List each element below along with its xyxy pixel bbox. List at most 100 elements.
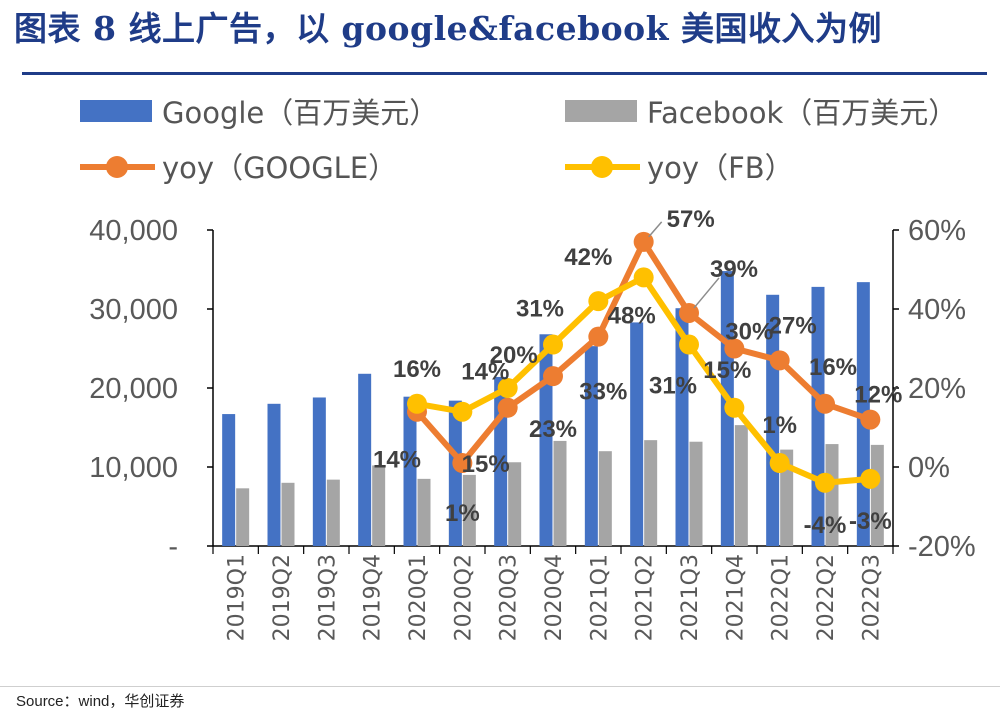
fb-yoy-point bbox=[497, 378, 518, 398]
x-tick-label: 2020Q3 bbox=[497, 554, 522, 641]
google-bar bbox=[675, 308, 689, 546]
google-bar bbox=[222, 414, 236, 546]
legend-swatch-1 bbox=[565, 100, 637, 122]
google-yoy-point bbox=[860, 409, 881, 430]
data-labels: 14%1%15%23%33%57%39%30%27%16%12%16% 14%20… bbox=[373, 206, 902, 539]
facebook-bar bbox=[553, 440, 567, 546]
x-tick-label: 2020Q4 bbox=[542, 554, 567, 641]
x-tick-label: 2022Q1 bbox=[769, 554, 794, 641]
left-tick-label: 10,000 bbox=[89, 452, 178, 484]
x-tick-label: 2019Q4 bbox=[361, 554, 386, 641]
google-yoy-label: 57% bbox=[667, 206, 715, 233]
legend-label-3: yoy（FB） bbox=[647, 151, 794, 185]
google-yoy-point bbox=[815, 393, 835, 414]
right-tick-label: -20% bbox=[908, 531, 976, 563]
facebook-bar bbox=[417, 478, 431, 546]
fb-yoy-point bbox=[679, 334, 699, 355]
fb-yoy-label: 1% bbox=[762, 412, 797, 439]
source-note: Source：wind，华创证券 bbox=[16, 693, 185, 710]
google-yoy-label: 1% bbox=[445, 500, 480, 527]
facebook-bar bbox=[372, 465, 386, 546]
x-tick-label: 2021Q1 bbox=[587, 554, 612, 641]
figure-title: 图表 8 线上广告，以 google&facebook 美国收入为例 bbox=[14, 9, 883, 48]
legend-marker-2 bbox=[106, 156, 128, 178]
google-yoy-point bbox=[543, 366, 563, 387]
fb-yoy-label: 16% bbox=[393, 356, 441, 383]
fb-yoy-point bbox=[769, 453, 790, 474]
x-tick-label: 2020Q2 bbox=[451, 554, 476, 641]
legend: Google（百万美元） Facebook（百万美元） yoy（GOOGLE） yoy… bbox=[80, 96, 957, 185]
right-tick-label: 40% bbox=[908, 294, 966, 326]
callout-leader bbox=[693, 277, 720, 309]
fb-yoy-point bbox=[407, 393, 427, 414]
x-tick-label: 2021Q3 bbox=[678, 554, 703, 641]
x-tick-label: 2019Q2 bbox=[270, 554, 295, 641]
google-yoy-point bbox=[769, 350, 790, 371]
x-tick-label: 2021Q4 bbox=[723, 554, 748, 641]
legend-marker-3 bbox=[591, 156, 613, 178]
right-tick-label: 20% bbox=[908, 373, 966, 405]
axes: - 10,000 20,000 30,000 40,000 -20% 0% 20% 40% 60%… bbox=[89, 215, 975, 641]
fb-yoy-label: 14% bbox=[461, 359, 509, 386]
google-yoy-label: 33% bbox=[579, 379, 627, 406]
left-tick-label: - bbox=[168, 531, 178, 563]
lines bbox=[407, 231, 881, 493]
fb-yoy-point bbox=[724, 397, 745, 418]
google-yoy-point bbox=[724, 338, 745, 359]
right-tick-label: 0% bbox=[908, 452, 950, 484]
fb-yoy-label: 15% bbox=[703, 357, 751, 384]
facebook-bar bbox=[780, 449, 794, 546]
google-yoy-point bbox=[588, 326, 609, 347]
google-bar bbox=[267, 403, 281, 546]
google-bar bbox=[584, 346, 598, 546]
left-tick-label: 30,000 bbox=[89, 294, 178, 326]
google-bar bbox=[358, 373, 372, 546]
left-tick-label: 20,000 bbox=[89, 373, 178, 405]
fb-yoy-point bbox=[633, 267, 654, 288]
facebook-bar bbox=[825, 444, 839, 546]
facebook-bar bbox=[281, 482, 295, 546]
legend-swatch-0 bbox=[80, 100, 152, 122]
facebook-bar bbox=[598, 451, 612, 546]
fb-yoy-point bbox=[860, 468, 881, 489]
title-rule bbox=[22, 72, 987, 75]
fb-yoy-point bbox=[815, 472, 835, 493]
google-yoy-point bbox=[497, 397, 518, 418]
fb-yoy-label: 42% bbox=[564, 244, 612, 271]
google-bar bbox=[312, 397, 326, 546]
x-tick-label: 2020Q1 bbox=[406, 554, 431, 641]
fb-yoy-point bbox=[543, 334, 563, 355]
facebook-bar bbox=[462, 474, 476, 546]
google-bar bbox=[539, 334, 553, 546]
fb-yoy-label: 31% bbox=[516, 296, 564, 323]
fb-yoy-point bbox=[588, 291, 609, 312]
google-bar bbox=[403, 396, 417, 546]
google-yoy-point bbox=[452, 453, 473, 474]
google-yoy-label: 15% bbox=[462, 451, 510, 478]
facebook-bar bbox=[644, 440, 658, 546]
google-bar bbox=[448, 400, 462, 546]
google-yoy-label: 27% bbox=[769, 312, 817, 339]
x-tick-label: 2019Q1 bbox=[225, 554, 250, 641]
callout-leader bbox=[648, 221, 663, 238]
google-yoy-label: 39% bbox=[710, 256, 758, 283]
x-tick-label: 2022Q2 bbox=[814, 554, 839, 641]
fb-yoy-label: 31% bbox=[649, 373, 697, 400]
google-yoy-label: 23% bbox=[529, 416, 577, 443]
facebook-bar bbox=[326, 479, 340, 546]
facebook-bar bbox=[734, 425, 748, 546]
fb-yoy-point bbox=[452, 401, 473, 422]
fb-yoy-label: 20% bbox=[490, 342, 538, 369]
bars bbox=[222, 271, 884, 546]
fb-yoy-label: -4% bbox=[804, 512, 847, 539]
facebook-bar bbox=[689, 441, 703, 546]
google-yoy-label: 16% bbox=[809, 354, 857, 381]
footer-divider bbox=[0, 686, 1000, 687]
google-yoy-label: 14% bbox=[373, 447, 421, 474]
chart: Google（百万美元） Facebook（百万美元） yoy（GOOGLE） yoy… bbox=[80, 96, 976, 641]
facebook-bar bbox=[236, 488, 250, 546]
google-bar bbox=[630, 322, 644, 546]
legend-label-1: Facebook（百万美元） bbox=[647, 96, 957, 130]
x-tick-label: 2021Q2 bbox=[633, 554, 658, 641]
x-tick-label: 2022Q3 bbox=[859, 554, 884, 641]
